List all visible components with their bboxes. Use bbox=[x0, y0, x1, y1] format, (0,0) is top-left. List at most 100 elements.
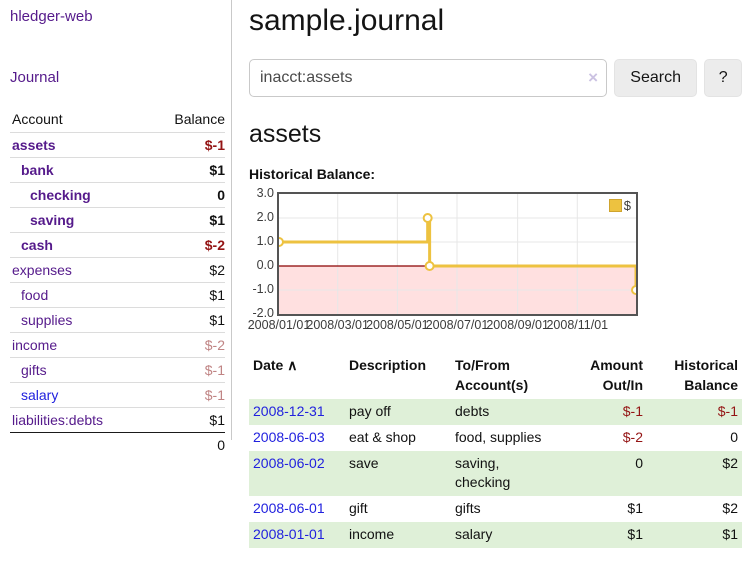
register-header-description: Description bbox=[349, 357, 427, 373]
help-button[interactable]: ? bbox=[704, 59, 742, 97]
account-link[interactable]: gifts bbox=[21, 362, 47, 378]
account-row: bank $1 bbox=[10, 157, 225, 183]
transaction-accounts: food, supplies bbox=[455, 429, 542, 445]
accounts-total-row: 0 bbox=[10, 432, 225, 457]
transaction-row: 2008-06-02 save saving, checking 0 $2 bbox=[249, 451, 742, 496]
app-brand-link[interactable]: hledger-web bbox=[10, 8, 93, 25]
main-content: sample.journal × Search ? assets Histori… bbox=[248, 0, 742, 548]
account-link[interactable]: liabilities:debts bbox=[12, 412, 104, 428]
account-balance: $1 bbox=[147, 157, 225, 183]
transaction-accounts: salary bbox=[455, 526, 493, 542]
sidebar: hledger-web Journal Account Balance asse… bbox=[0, 0, 232, 457]
y-axis-tick-label: 2.0 bbox=[256, 210, 274, 224]
account-row: checking 0 bbox=[10, 182, 225, 208]
transaction-date-link[interactable]: 2008-12-31 bbox=[253, 403, 325, 419]
account-link[interactable]: expenses bbox=[12, 262, 72, 278]
transaction-description: pay off bbox=[349, 403, 391, 419]
x-axis-tick-label: 2008/07/01 bbox=[425, 318, 489, 332]
account-link[interactable]: assets bbox=[12, 137, 56, 153]
transaction-description: eat & shop bbox=[349, 429, 416, 445]
transaction-date-link[interactable]: 2008-06-03 bbox=[253, 429, 325, 445]
register-table: Date ∧ Description To/From Account(s) Am… bbox=[249, 352, 742, 548]
transaction-balance: $1 bbox=[722, 526, 738, 542]
account-row: food $1 bbox=[10, 282, 225, 308]
transaction-accounts: saving, checking bbox=[455, 455, 511, 490]
account-row: salary $-1 bbox=[10, 382, 225, 408]
accounts-header-account: Account bbox=[12, 111, 63, 127]
x-axis-tick-label: 2008/01/01 bbox=[247, 318, 311, 332]
account-balance: $-1 bbox=[147, 382, 225, 408]
transaction-row: 2008-01-01 income salary $1 $1 bbox=[249, 522, 742, 548]
x-axis-tick-label: 2008/09/01 bbox=[486, 318, 549, 332]
transaction-balance: $2 bbox=[722, 455, 738, 471]
accounts-total-balance: 0 bbox=[147, 432, 225, 457]
account-balance: 0 bbox=[147, 182, 225, 208]
account-link[interactable]: supplies bbox=[21, 312, 73, 328]
historical-balance-chart: $ 3.0 2.0 1.0 0.0 -1.0 -2.0 2008/01/01 2008/03/… bbox=[248, 186, 742, 333]
account-balance: $-2 bbox=[147, 232, 225, 258]
account-link[interactable]: bank bbox=[21, 162, 54, 178]
transaction-balance: $-1 bbox=[717, 403, 738, 419]
transaction-amount: $1 bbox=[627, 526, 643, 542]
accounts-table-header: Account Balance bbox=[10, 107, 225, 133]
transaction-accounts: debts bbox=[455, 403, 490, 419]
legend-label: $ bbox=[623, 198, 631, 213]
account-row: cash $-2 bbox=[10, 232, 225, 258]
transaction-description: income bbox=[349, 526, 395, 542]
account-link[interactable]: food bbox=[21, 287, 49, 303]
account-balance: $1 bbox=[147, 207, 225, 233]
accounts-table: Account Balance assets $-1 bank $1 checking 0… bbox=[10, 107, 225, 457]
x-axis-tick-label: 2008/05/01 bbox=[366, 318, 429, 332]
account-link[interactable]: checking bbox=[30, 187, 91, 203]
x-axis-tick-label: 2008/03/01 bbox=[306, 318, 369, 332]
y-axis-tick-label: -2.0 bbox=[252, 306, 274, 320]
account-balance: $-1 bbox=[147, 132, 225, 158]
account-heading: assets bbox=[249, 120, 322, 148]
chart-title: Historical Balance: bbox=[249, 166, 376, 182]
transaction-date-link[interactable]: 2008-06-01 bbox=[253, 500, 325, 516]
account-link[interactable]: salary bbox=[21, 387, 59, 403]
account-link[interactable]: saving bbox=[30, 212, 75, 228]
clear-search-icon[interactable]: × bbox=[588, 68, 598, 87]
account-link[interactable]: income bbox=[12, 337, 58, 353]
legend-swatch-icon bbox=[608, 199, 622, 212]
y-axis-tick-label: 1.0 bbox=[256, 234, 274, 248]
chart-plot-area: $ bbox=[277, 192, 638, 316]
sidebar-item-journal[interactable]: Journal bbox=[10, 69, 60, 86]
page-title: sample.journal bbox=[249, 4, 445, 37]
transaction-accounts: gifts bbox=[455, 500, 481, 516]
y-axis-tick-label: -1.0 bbox=[252, 282, 274, 296]
transaction-row: 2008-12-31 pay off debts $-1 $-1 bbox=[249, 399, 742, 425]
accounts-header-balance: Balance bbox=[174, 111, 225, 127]
chart-legend: $ bbox=[606, 197, 633, 214]
transaction-amount: $-2 bbox=[622, 429, 643, 445]
register-header-row: Date ∧ Description To/From Account(s) Am… bbox=[249, 352, 742, 399]
account-row: income $-2 bbox=[10, 332, 225, 358]
transaction-balance: $2 bbox=[722, 500, 738, 516]
transaction-date-link[interactable]: 2008-01-01 bbox=[253, 526, 325, 542]
transaction-balance: 0 bbox=[730, 429, 738, 445]
transaction-description: gift bbox=[349, 500, 368, 516]
account-row: supplies $1 bbox=[10, 307, 225, 333]
search-form: × Search ? bbox=[249, 59, 742, 97]
account-balance: $2 bbox=[147, 257, 225, 283]
register-header-accounts: To/From Account(s) bbox=[455, 357, 529, 393]
account-row: saving $1 bbox=[10, 207, 225, 233]
account-row: assets $-1 bbox=[10, 132, 225, 158]
transaction-date-link[interactable]: 2008-06-02 bbox=[253, 455, 325, 471]
account-balance: $1 bbox=[147, 307, 225, 333]
transaction-amount: $1 bbox=[627, 500, 643, 516]
account-balance: $-2 bbox=[147, 332, 225, 358]
account-balance: $-1 bbox=[147, 357, 225, 383]
register-header-balance: Historical Balance bbox=[674, 357, 738, 393]
account-balance: $1 bbox=[147, 282, 225, 308]
search-button[interactable]: Search bbox=[614, 59, 698, 97]
account-balance: $1 bbox=[147, 407, 225, 433]
register-header-date[interactable]: Date ∧ bbox=[253, 357, 298, 373]
account-row: gifts $-1 bbox=[10, 357, 225, 383]
sort-asc-icon: ∧ bbox=[287, 357, 298, 373]
x-axis-tick-label: 2008/11/01 bbox=[546, 318, 609, 332]
account-row: expenses $2 bbox=[10, 257, 225, 283]
search-input[interactable] bbox=[249, 59, 607, 97]
account-link[interactable]: cash bbox=[21, 237, 53, 253]
